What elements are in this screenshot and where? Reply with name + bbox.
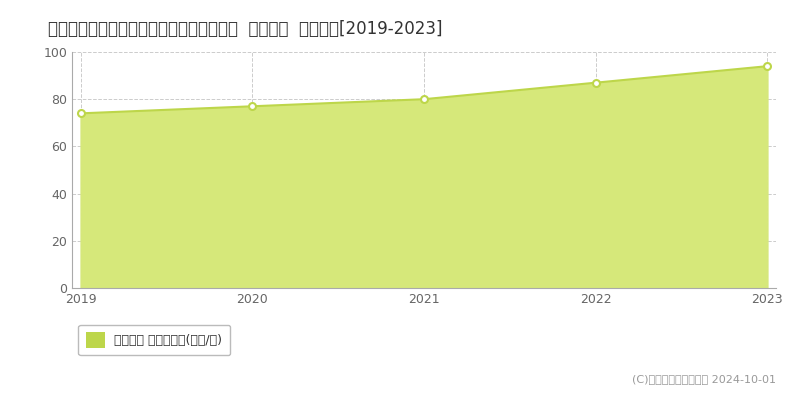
Text: 茨城県つくば市研究学園５丁目１２番４外  基準地価  地価推移[2019-2023]: 茨城県つくば市研究学園５丁目１２番４外 基準地価 地価推移[2019-2023] — [48, 20, 442, 38]
Text: (C)土地価格ドットコム 2024-10-01: (C)土地価格ドットコム 2024-10-01 — [632, 374, 776, 384]
Legend: 基準地価 平均坪単価(万円/坪): 基準地価 平均坪単価(万円/坪) — [78, 325, 230, 355]
